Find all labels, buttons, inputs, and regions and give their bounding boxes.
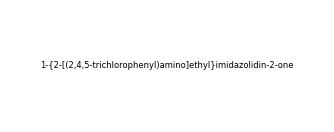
Text: 1-{2-[(2,4,5-trichlorophenyl)amino]ethyl}imidazolidin-2-one: 1-{2-[(2,4,5-trichlorophenyl)amino]ethyl… [40, 62, 294, 70]
